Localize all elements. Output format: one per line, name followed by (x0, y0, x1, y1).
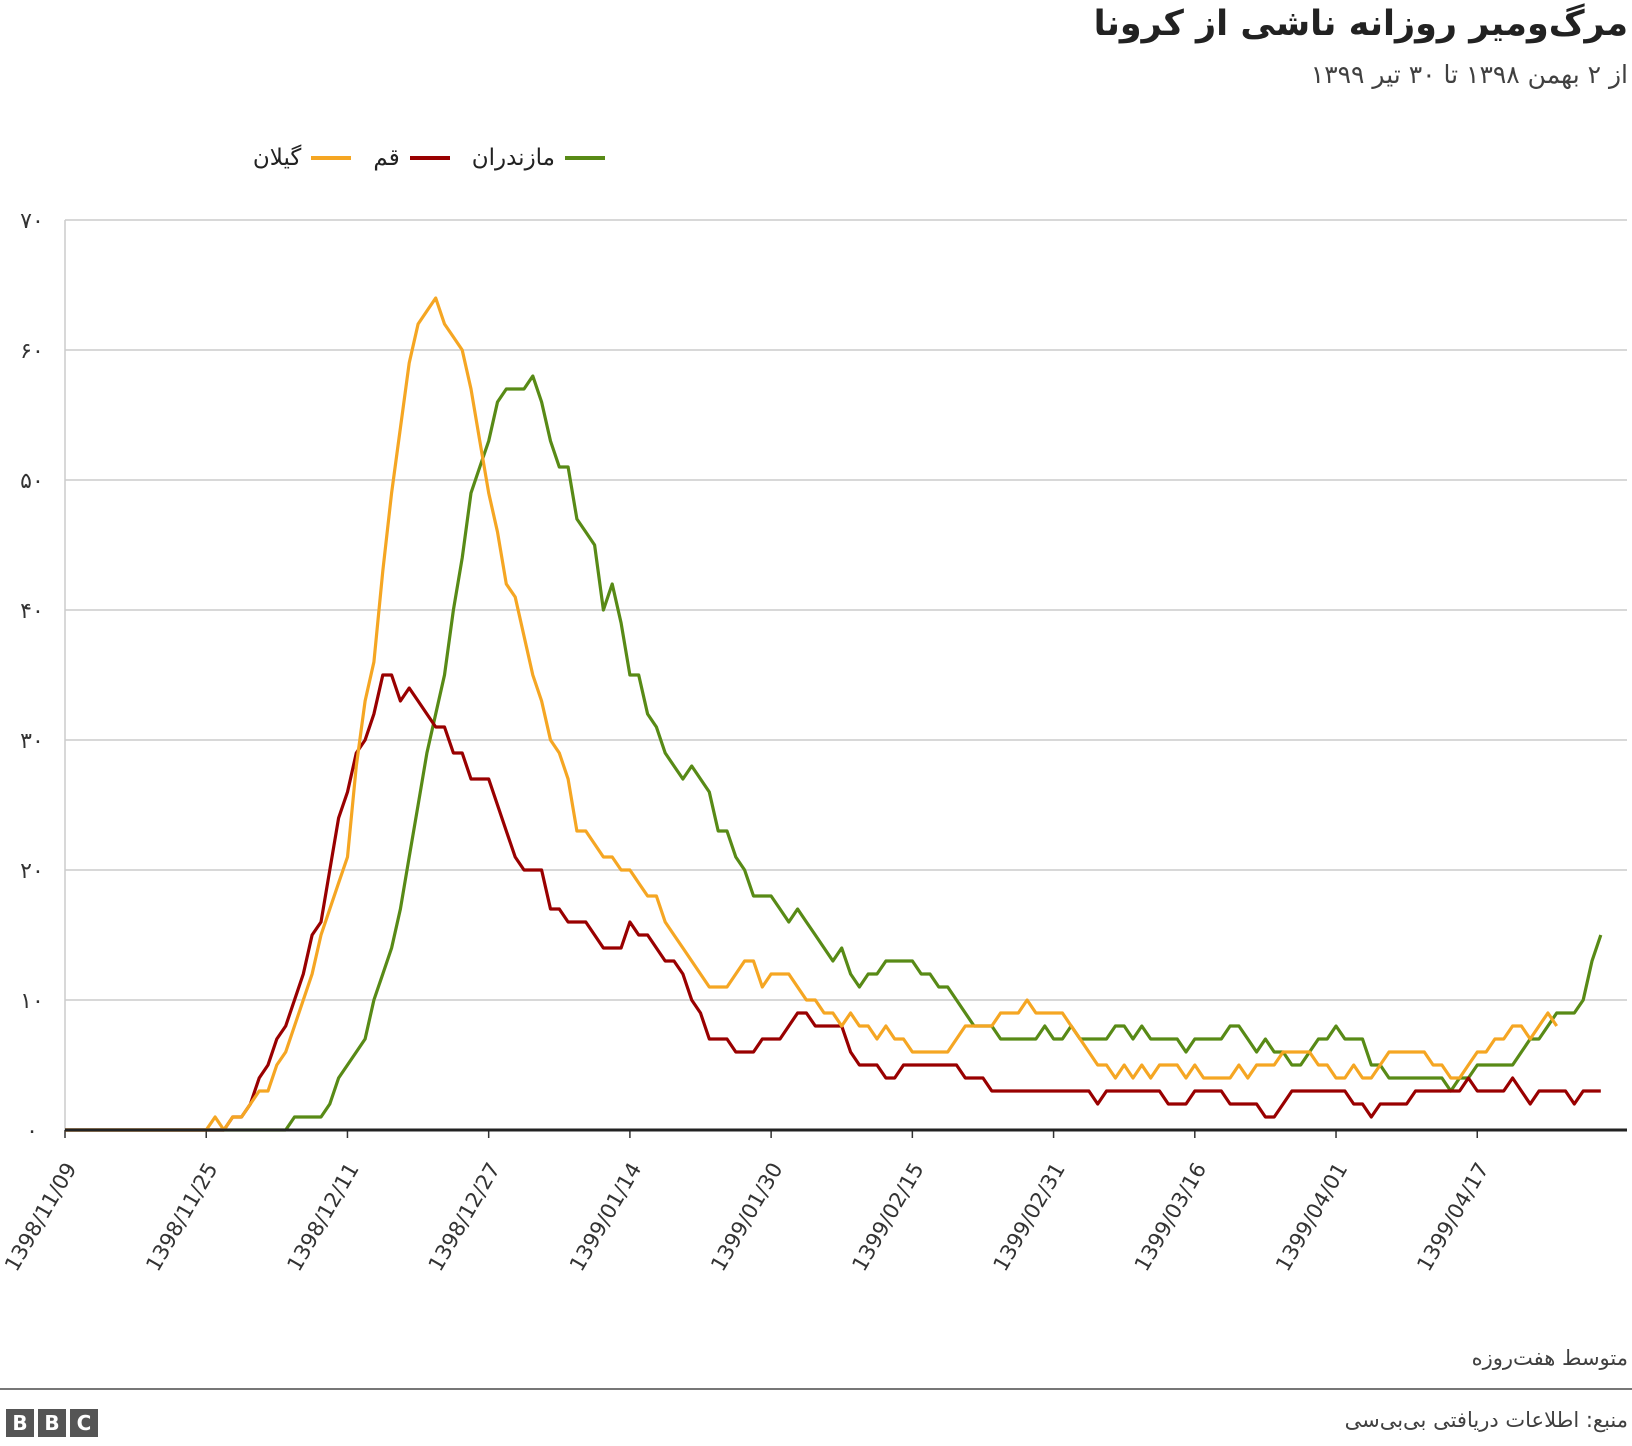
chart-title: مرگ‌ومیر روزانه ناشی از کرونا (1093, 4, 1628, 44)
x-tick-label: 1399/02/15 (847, 1159, 928, 1276)
y-tick-label: ۱۰ (20, 989, 44, 1014)
legend-swatch-mazandaran (565, 156, 605, 160)
y-tick-label: ۶۰ (20, 339, 44, 364)
y-tick-label: ۴۰ (20, 599, 44, 624)
legend-label-gilan: گیلان (252, 145, 302, 171)
x-tick-label: 1399/01/30 (706, 1159, 787, 1276)
bbc-logo-letter: B (6, 1409, 34, 1437)
y-tick-label: ۰ (26, 1119, 38, 1144)
y-tick-label: ۳۰ (20, 729, 44, 754)
legend-item-qom: قم (373, 145, 450, 171)
series-line (65, 374, 1603, 1132)
y-tick-label: ۲۰ (20, 859, 44, 884)
footer-divider (0, 1388, 1632, 1390)
source-note: منبع: اطلاعات دریافتی بی‌بی‌سی (1344, 1408, 1628, 1432)
x-tick-label: 1399/02/31 (989, 1159, 1070, 1276)
legend-swatch-gilan (311, 156, 352, 160)
bbc-logo-letter: C (70, 1409, 98, 1437)
x-tick-label: 1399/04/01 (1271, 1159, 1352, 1276)
chart-legend: مازندران قم گیلان (225, 140, 605, 176)
legend-item-gilan: گیلان (253, 145, 352, 171)
bbc-logo: B B C (6, 1409, 98, 1437)
y-tick-label: ۷۰ (20, 209, 44, 234)
legend-item-mazandaran: مازندران (472, 145, 605, 171)
x-tick-label: 1399/01/14 (565, 1159, 646, 1276)
y-tick-label: ۵۰ (20, 469, 44, 494)
x-tick-label: 1398/11/09 (0, 1159, 81, 1276)
series-line (65, 673, 1601, 1132)
x-tick-label: 1398/12/27 (424, 1159, 505, 1276)
x-tick-label: 1398/12/11 (282, 1159, 363, 1276)
x-tick-label: 1398/11/25 (141, 1159, 222, 1276)
legend-label-qom: قم (373, 145, 400, 171)
bbc-logo-letter: B (38, 1409, 66, 1437)
line-chart: ۰ ۱۰ ۲۰ ۳۰ ۴۰ ۵۰ ۶۰ ۷۰ 1398/11/09 1398/11/25 1398/… (0, 209, 1627, 1276)
legend-label-mazandaran: مازندران (471, 145, 555, 171)
footnote-seven-day-average: متوسط هفت‌روزه (1471, 1346, 1628, 1370)
x-tick-label: 1399/03/16 (1130, 1159, 1211, 1276)
series-line (65, 296, 1559, 1132)
legend-swatch-qom (409, 156, 450, 160)
chart-subtitle: از ۲ بهمن ۱۳۹۸ تا ۳۰ تیر ۱۳۹۹ (1310, 60, 1628, 89)
x-tick-label: 1399/04/17 (1412, 1159, 1493, 1276)
